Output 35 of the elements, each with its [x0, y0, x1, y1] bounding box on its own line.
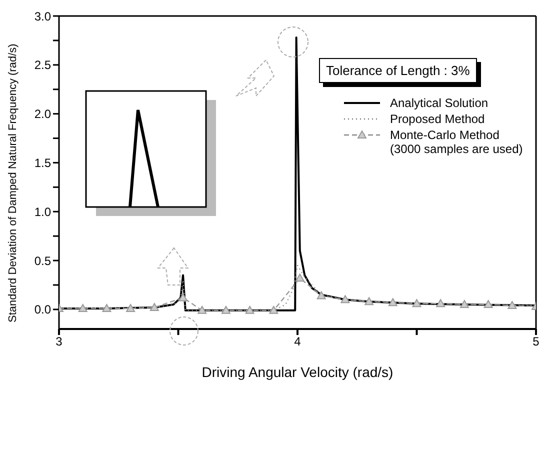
point	[198, 306, 207, 314]
point	[78, 304, 88, 312]
point	[484, 300, 493, 308]
point	[436, 299, 446, 308]
y-axis-title: Standard Deviation of Damped Natural Frequency (rad/s)	[6, 44, 19, 322]
y-tick-label: 0.5	[34, 254, 52, 268]
point	[178, 293, 188, 302]
y-tick-label: 1.5	[34, 156, 52, 170]
point	[508, 301, 517, 310]
x-axis-title: Driving Angular Velocity (rad/s)	[202, 364, 394, 380]
point	[412, 299, 422, 308]
point	[460, 300, 469, 308]
legend-label: Monte-Carlo Method (3000 samples are used)	[390, 128, 524, 156]
legend-label: Proposed Method	[390, 112, 485, 126]
point	[102, 304, 112, 312]
point	[364, 297, 374, 306]
x-tick-label: 4	[294, 334, 302, 349]
y-tick-label: 2.0	[34, 107, 52, 122]
point	[245, 306, 254, 314]
point	[126, 304, 136, 312]
annotation: Tolerance of Length : 3%	[319, 58, 477, 83]
point	[316, 291, 326, 300]
x-tick-label: 3	[56, 334, 63, 349]
point	[295, 274, 304, 282]
y-tick-label: 2.5	[34, 58, 52, 72]
legend-label: Analytical Solution	[390, 96, 488, 110]
point	[269, 306, 278, 314]
x-tick-label: 5	[532, 334, 540, 349]
y-tick-label: 0.0	[34, 302, 52, 317]
point	[388, 298, 398, 306]
y-tick-label: 1.0	[34, 204, 52, 219]
point	[150, 302, 159, 311]
point	[340, 295, 350, 304]
point	[221, 306, 230, 314]
y-tick-label: 3.0	[34, 9, 52, 24]
